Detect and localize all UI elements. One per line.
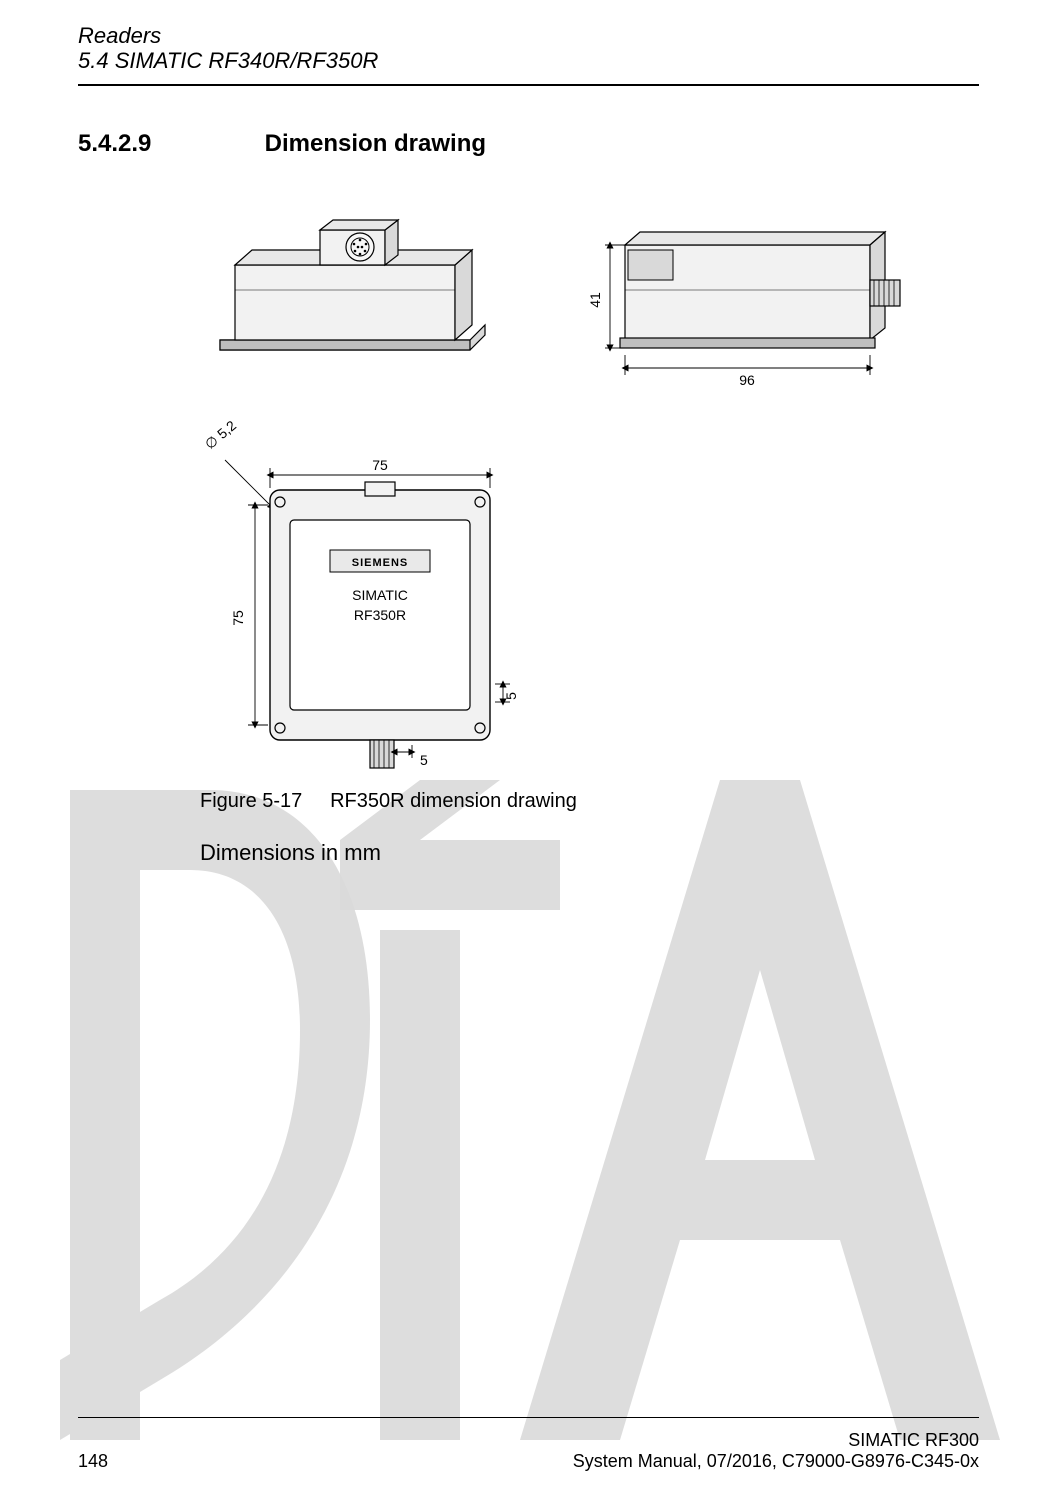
page-number: 148 bbox=[78, 1451, 108, 1472]
section-title: Dimension drawing bbox=[265, 130, 486, 157]
header-section: 5.4 SIMATIC RF340R/RF350R bbox=[78, 48, 979, 74]
dim-hole-dia: ∅ 5,2 bbox=[202, 417, 240, 452]
draft-watermark bbox=[0, 760, 1039, 1460]
dim-conn-offset-x: 5 bbox=[420, 752, 428, 768]
dimension-drawing-figure: 41 96 ∅ 5,2 75 75 bbox=[170, 200, 930, 770]
dim-side-height: 41 bbox=[587, 292, 603, 308]
device-label-2: RF350R bbox=[354, 607, 406, 623]
device-label-1: SIMATIC bbox=[352, 587, 408, 603]
dim-conn-offset-y: 5 bbox=[503, 692, 519, 700]
section-heading: 5.4.2.9 Dimension drawing bbox=[78, 130, 486, 158]
figure-caption-text: RF350R dimension drawing bbox=[330, 790, 577, 812]
section-number: 5.4.2.9 bbox=[78, 130, 258, 158]
footer-rule bbox=[78, 1417, 979, 1418]
footer-manual: System Manual, 07/2016, C79000-G8976-C34… bbox=[573, 1451, 979, 1472]
footer-product: SIMATIC RF300 bbox=[573, 1430, 979, 1451]
dim-height-left: 75 bbox=[230, 610, 246, 626]
figure-caption: Figure 5-17 RF350R dimension drawing bbox=[200, 790, 577, 813]
figure-caption-prefix: Figure 5-17 bbox=[200, 790, 302, 812]
dim-width-top: 75 bbox=[372, 457, 388, 473]
device-brand: SIEMENS bbox=[352, 557, 409, 569]
header-rule bbox=[78, 84, 979, 86]
page-header: Readers 5.4 SIMATIC RF340R/RF350R bbox=[78, 24, 979, 75]
dimensions-note: Dimensions in mm bbox=[200, 840, 381, 866]
dim-side-depth: 96 bbox=[739, 372, 755, 388]
header-chapter: Readers bbox=[78, 24, 979, 48]
